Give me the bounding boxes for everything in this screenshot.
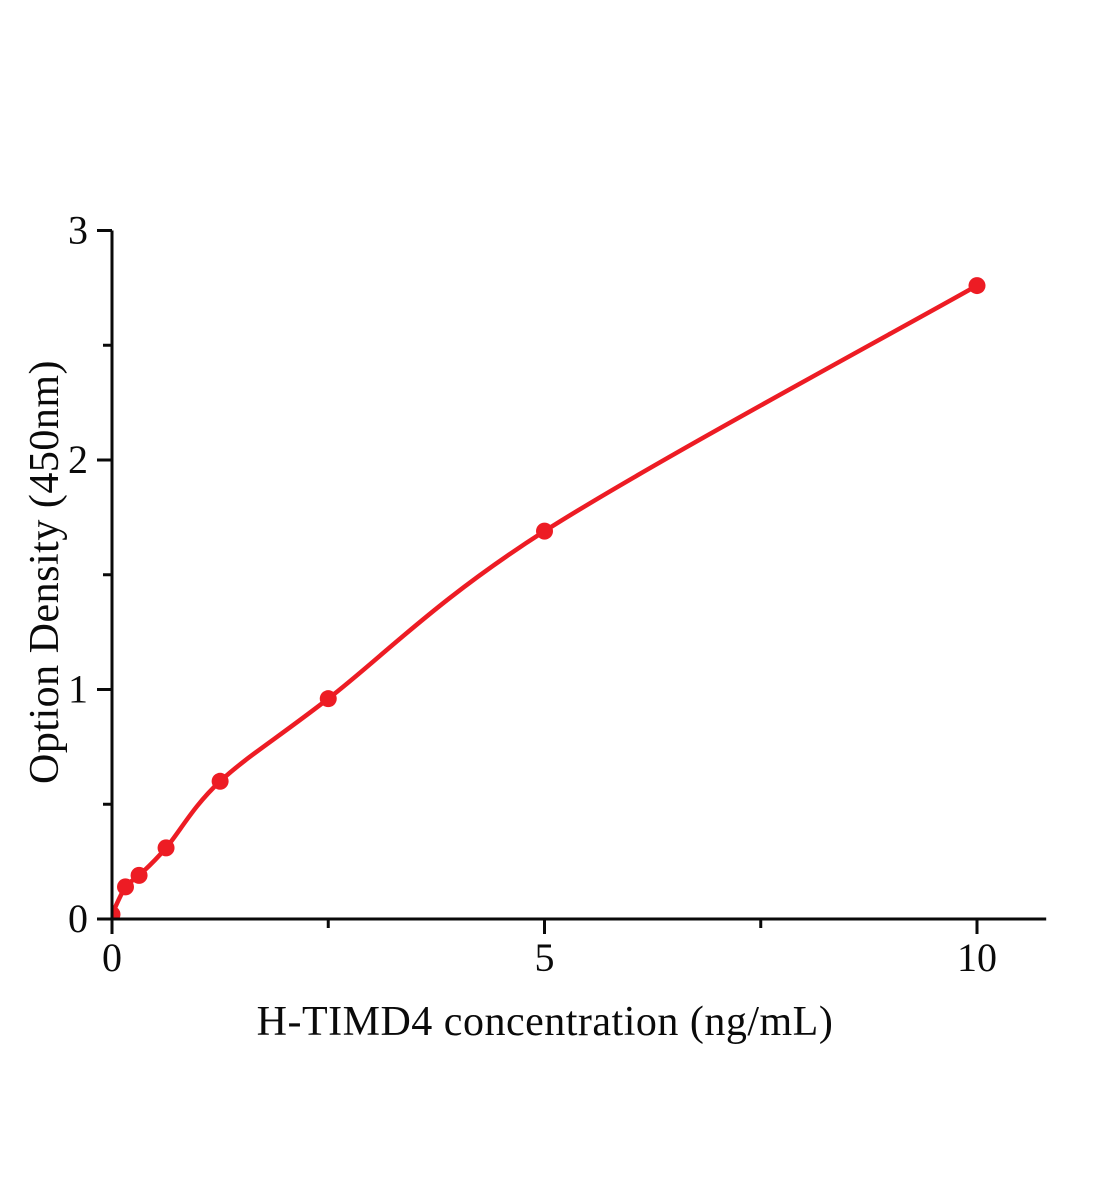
data-point [536, 522, 553, 540]
x-axis-title: H-TIMD4 concentration (ng/mL) [256, 999, 834, 1045]
x-tick-label: 5 [535, 935, 555, 980]
data-point [116, 878, 134, 896]
y-tick-label: 0 [68, 896, 88, 941]
data-point [319, 690, 337, 708]
x-tick-label: 10 [957, 935, 997, 980]
y-axis-title: Option Density (450nm) [22, 360, 68, 784]
data-point [157, 839, 175, 857]
y-tick-label: 2 [68, 437, 88, 482]
y-tick-label: 3 [68, 208, 88, 253]
x-tick-label: 0 [102, 935, 122, 980]
data-point [130, 866, 148, 884]
data-point [211, 772, 229, 790]
series-group [112, 277, 986, 919]
y-tick-label: 1 [68, 667, 88, 712]
data-point [112, 905, 121, 919]
fit-curve-line [112, 283, 980, 917]
data-point [968, 277, 986, 295]
